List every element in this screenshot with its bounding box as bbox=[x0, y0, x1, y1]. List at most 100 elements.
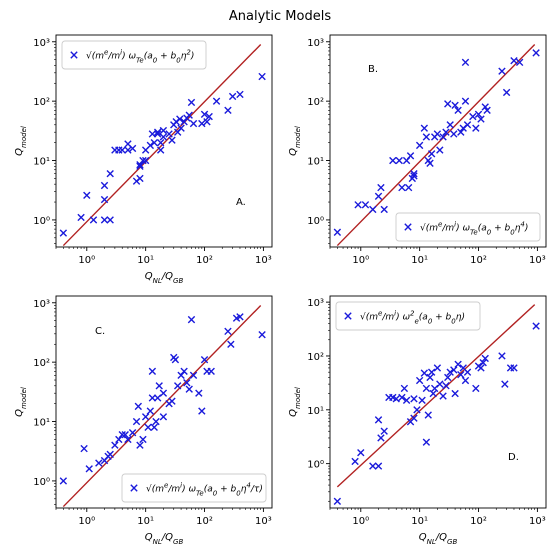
data-point bbox=[205, 112, 213, 121]
data-point bbox=[200, 355, 209, 364]
legend-marker bbox=[70, 51, 78, 59]
data-point bbox=[510, 57, 518, 65]
data-point bbox=[195, 389, 203, 397]
x-tick-label: 10⁰ bbox=[352, 255, 369, 266]
data-point bbox=[159, 126, 168, 135]
data-point bbox=[361, 201, 370, 209]
x-tick-label: 10² bbox=[470, 516, 487, 527]
data-point bbox=[200, 110, 209, 119]
x-axis-label: QNL/QGB bbox=[419, 532, 458, 546]
data-point bbox=[472, 124, 480, 132]
data-point bbox=[510, 364, 518, 372]
x-axis-label: QNL/QGB bbox=[145, 271, 184, 285]
data-point bbox=[146, 407, 155, 415]
data-point bbox=[121, 431, 129, 439]
y-axis-label: Qmodel bbox=[288, 126, 302, 156]
data-point bbox=[168, 136, 176, 144]
data-point bbox=[136, 174, 144, 183]
data-point bbox=[152, 417, 160, 426]
data-point bbox=[427, 150, 436, 158]
x-tick-label: 10³ bbox=[529, 255, 546, 266]
data-point bbox=[420, 369, 429, 377]
data-point bbox=[128, 428, 137, 437]
y-tick-label: 10⁰ bbox=[33, 477, 50, 488]
data-point bbox=[189, 119, 198, 128]
legend: √(me/mi) ωTe(a0 + b0η4/τ) bbox=[121, 473, 267, 503]
legend-box bbox=[335, 301, 481, 331]
data-point bbox=[148, 367, 157, 376]
data-point bbox=[168, 397, 176, 405]
y-axis-label: Qmodel bbox=[14, 126, 28, 156]
data-point bbox=[472, 384, 480, 393]
legend: √(me/mi) ωTe(a0 + b0η4) bbox=[395, 212, 541, 242]
data-point bbox=[422, 438, 431, 446]
data-point bbox=[406, 152, 415, 160]
data-point bbox=[159, 413, 168, 421]
data-point bbox=[153, 394, 162, 402]
data-point bbox=[159, 389, 168, 397]
data-point bbox=[106, 216, 114, 224]
data-point bbox=[150, 138, 158, 147]
data-point bbox=[185, 385, 193, 393]
x-tick-label: 10⁰ bbox=[352, 516, 369, 527]
data-point bbox=[427, 368, 436, 376]
y-tick-label: 10⁰ bbox=[307, 460, 324, 471]
x-tick-label: 10² bbox=[196, 516, 213, 527]
x-tick-label: 10¹ bbox=[137, 516, 154, 527]
data-point bbox=[136, 161, 144, 169]
data-point bbox=[380, 205, 388, 214]
data-point bbox=[85, 465, 93, 473]
data-point bbox=[451, 101, 459, 110]
data-point bbox=[389, 156, 397, 165]
data-point bbox=[207, 367, 215, 376]
data-point bbox=[124, 146, 132, 154]
chart-panel: 10⁰ 10¹ 10² 10³ 10⁰ 10¹ 10² 10³ Qmodel B. √(me/mi)… bbox=[288, 34, 547, 266]
y-tick-label: 10⁰ bbox=[33, 216, 50, 227]
data-point bbox=[155, 382, 163, 390]
data-point bbox=[150, 423, 158, 431]
data-point bbox=[479, 359, 487, 367]
y-tick-label: 10³ bbox=[307, 38, 324, 49]
x-tick-label: 10² bbox=[196, 255, 213, 266]
x-tick-label: 10⁰ bbox=[78, 516, 95, 527]
y-tick-label: 10² bbox=[33, 97, 50, 108]
data-point bbox=[506, 364, 515, 372]
data-point bbox=[128, 144, 137, 153]
data-point bbox=[187, 315, 196, 324]
data-point bbox=[418, 396, 426, 405]
data-point bbox=[224, 327, 232, 336]
y-tick-label: 10³ bbox=[33, 299, 50, 310]
data-point bbox=[461, 58, 470, 67]
data-point bbox=[451, 389, 459, 398]
data-point bbox=[402, 396, 411, 405]
axes-frame bbox=[329, 295, 547, 509]
data-point bbox=[156, 138, 165, 147]
axes-frame bbox=[55, 34, 273, 248]
data-point bbox=[374, 416, 383, 424]
data-point bbox=[212, 97, 221, 105]
x-tick-label: 10² bbox=[470, 255, 487, 266]
data-point bbox=[173, 382, 182, 390]
y-tick-label: 10³ bbox=[307, 298, 324, 309]
data-point bbox=[424, 411, 432, 419]
data-point bbox=[426, 373, 434, 382]
data-point bbox=[100, 181, 109, 190]
chart-panel: 10⁰ 10¹ 10² 10³ 10⁰ 10¹ 10² 10³ QNL/QGB Qmodel A. √… bbox=[14, 34, 273, 285]
data-point bbox=[136, 162, 144, 170]
data-point bbox=[144, 423, 152, 431]
data-point bbox=[115, 435, 123, 444]
data-point bbox=[433, 364, 442, 372]
axes-frame bbox=[329, 34, 547, 248]
data-point bbox=[429, 389, 437, 398]
y-axis-label: Qmodel bbox=[14, 387, 28, 417]
data-point bbox=[185, 111, 193, 119]
data-point bbox=[415, 141, 424, 150]
y-axis-label: Qmodel bbox=[288, 387, 302, 417]
data-point bbox=[80, 444, 88, 453]
data-point bbox=[422, 133, 431, 141]
data-point bbox=[481, 103, 489, 111]
data-point bbox=[83, 191, 91, 199]
data-point bbox=[354, 201, 362, 209]
x-axis-label: QNL/QGB bbox=[145, 532, 184, 546]
